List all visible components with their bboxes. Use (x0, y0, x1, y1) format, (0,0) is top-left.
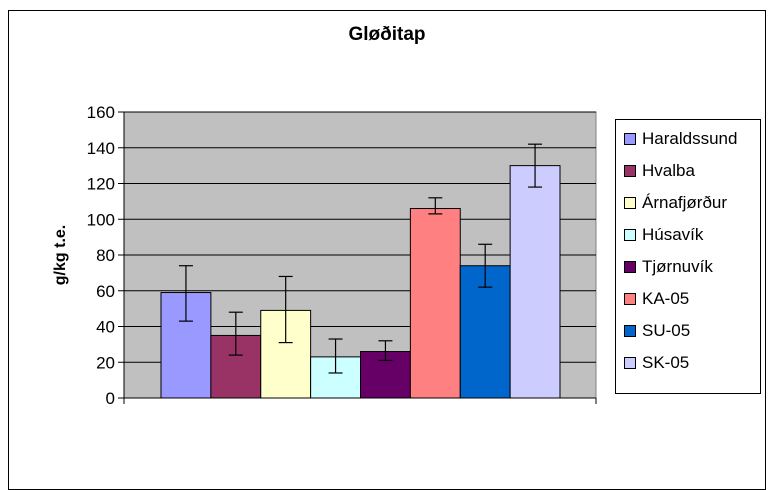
legend-swatch (624, 261, 636, 273)
y-tick-label: 140 (87, 139, 115, 158)
axes (118, 111, 597, 404)
legend-label: Tjørnuvík (642, 257, 713, 276)
legend-item: Tjørnuvík (624, 256, 713, 278)
y-tick-label: 120 (87, 175, 115, 194)
y-axis-label: g/kg t.e. (52, 225, 69, 285)
bar-6 (409, 208, 461, 399)
y-tick-label: 80 (96, 246, 115, 265)
legend-swatch (624, 197, 636, 209)
chart-svg: 0 20 40 60 80 100 120 140 160 g/kg t.e. (52, 103, 597, 408)
legend-swatch (624, 165, 636, 177)
y-tick-label: 40 (96, 318, 115, 337)
legend-label: SU-05 (642, 321, 691, 340)
legend-item: KA-05 (624, 288, 689, 310)
y-tick-label: 20 (96, 353, 115, 372)
legend-item: SK-05 (624, 352, 689, 374)
legend: Haraldssund Hvalba Árnafjørður Húsavík Tjørn… (615, 119, 761, 394)
legend-item: Hvalba (624, 160, 695, 182)
legend-swatch (624, 293, 636, 305)
legend-label: KA-05 (642, 289, 690, 308)
bar-8 (509, 165, 561, 399)
legend-swatch (624, 133, 636, 145)
legend-item: Húsavík (624, 224, 703, 246)
y-tick-label: 0 (106, 389, 115, 408)
legend-label: Hvalba (642, 161, 695, 180)
y-tick-label: 100 (87, 210, 115, 229)
legend-label: SK-05 (642, 353, 690, 372)
legend-swatch (624, 325, 636, 337)
bars (160, 165, 561, 399)
legend-label: Húsavík (642, 225, 704, 244)
chart-title: Gløðitap (348, 24, 426, 45)
legend-label: Haraldssund (642, 129, 738, 148)
y-tick-label: 60 (96, 282, 115, 301)
legend-swatch (624, 357, 636, 369)
legend-item: Haraldssund (624, 128, 737, 150)
legend-item: SU-05 (624, 320, 690, 342)
legend-label: Árnafjørður (642, 193, 728, 212)
y-tick-label: 160 (87, 103, 115, 122)
error-bars (178, 143, 543, 374)
legend-item: Árnafjørður (624, 192, 727, 214)
y-tick-labels: 0 20 40 60 80 100 120 140 160 (87, 103, 115, 408)
legend-swatch (624, 229, 636, 241)
